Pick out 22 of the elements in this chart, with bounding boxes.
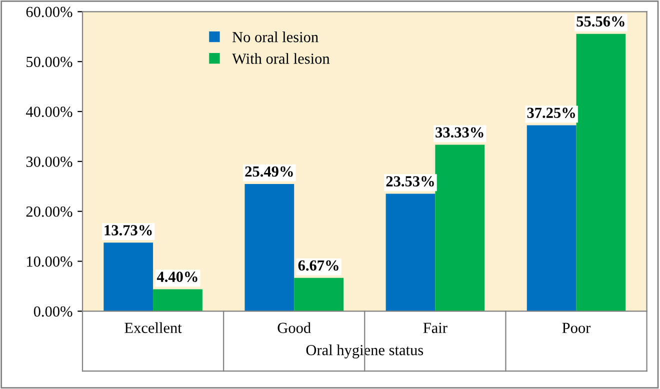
y-tick-label: 40.00%	[26, 106, 72, 118]
x-tick-label: Excellent	[124, 322, 182, 334]
y-tick-label: 20.00%	[26, 206, 72, 217]
y-tick-label: 60.00%	[26, 6, 72, 18]
x-tick-label: Good	[278, 322, 311, 334]
data-label: 6.67%	[298, 260, 338, 271]
data-label: 13.73%	[104, 225, 152, 236]
data-label: 55.56%	[576, 16, 624, 27]
x-axis-title: Oral hygiene status	[306, 344, 424, 358]
y-tick-label: 10.00%	[27, 256, 72, 267]
data-label: 4.40%	[156, 272, 198, 282]
data-label: 25.49%	[245, 166, 293, 177]
y-tick-label: 30.00%	[26, 156, 72, 167]
x-tick-label: Fair	[423, 322, 448, 334]
y-tick-label: 0.00%	[34, 306, 72, 317]
x-tick-label: Poor	[562, 322, 591, 334]
data-label: 37.25%	[527, 108, 575, 118]
data-label: 23.53%	[386, 176, 434, 187]
y-tick-label: 50.00%	[26, 56, 72, 68]
legend-label: No oral lesion	[232, 32, 318, 42]
legend-label: With oral lesion	[232, 53, 330, 64]
data-label: 33.33%	[436, 127, 484, 138]
